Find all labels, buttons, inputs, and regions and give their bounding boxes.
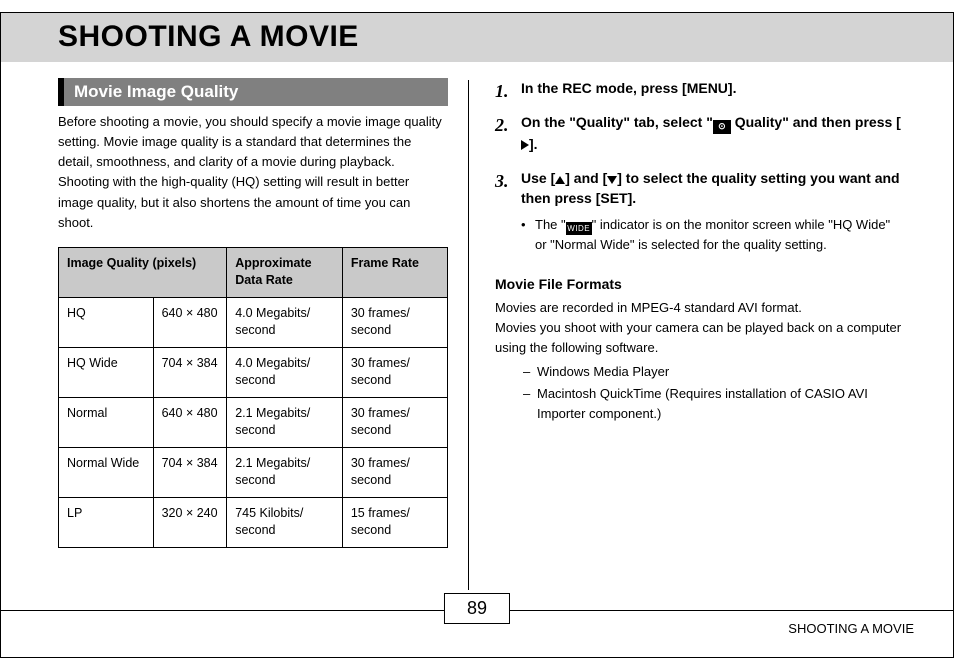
formats-item-2: Macintosh QuickTime (Requires installati… xyxy=(523,384,904,424)
wide-icon: WIDE xyxy=(566,222,592,235)
step-3-text-a: Use [ xyxy=(521,170,555,186)
formats-item-1: Windows Media Player xyxy=(523,362,904,382)
step-3-text-b: ] and [ xyxy=(565,170,607,186)
step-1: In the REC mode, press [MENU]. xyxy=(495,78,904,98)
page-border xyxy=(0,12,954,658)
step-2-text-a: On the "Quality" tab, select " xyxy=(521,114,713,130)
footer: 89 SHOOTING A MOVIE xyxy=(0,610,954,658)
page-number: 89 xyxy=(444,593,510,624)
note-text-a: The " xyxy=(535,217,566,232)
up-arrow-icon xyxy=(555,176,565,184)
step-2-text-b: Quality" and then press [ xyxy=(731,114,901,130)
step-2: On the "Quality" tab, select "⊙ Quality"… xyxy=(495,112,904,154)
formats-list: Windows Media Player Macintosh QuickTime… xyxy=(495,362,904,424)
down-arrow-icon xyxy=(607,176,617,184)
movie-icon: ⊙ xyxy=(713,120,731,134)
right-arrow-icon xyxy=(521,140,529,150)
step-3-note: The "WIDE" indicator is on the monitor s… xyxy=(521,215,904,256)
step-2-text-c: ]. xyxy=(529,136,538,152)
footer-label: SHOOTING A MOVIE xyxy=(788,621,914,636)
step-1-text: In the REC mode, press [MENU]. xyxy=(521,80,736,96)
step-3: Use [] and [] to select the quality sett… xyxy=(495,168,904,255)
